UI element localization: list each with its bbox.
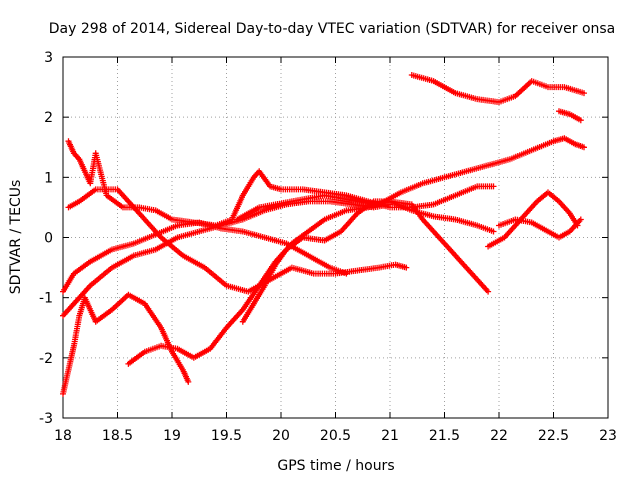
x-tick-label: 18 [54, 428, 72, 444]
series-arc-8 [60, 291, 192, 397]
x-tick-label: 21 [381, 428, 399, 444]
series-arc-5 [65, 186, 410, 295]
x-tick-label: 23 [599, 428, 617, 444]
series-marks [60, 198, 393, 319]
y-tick-label: 2 [44, 110, 53, 126]
series-arc-9 [125, 198, 492, 367]
ticks-layer: 18 18.5 19 19.5 20 20.5 21 21.5 22 22.5 23-3-2-101… [39, 50, 617, 444]
series-marks [65, 186, 410, 295]
series-arc-7 [60, 198, 393, 319]
series-arc-1 [408, 72, 587, 106]
series-arc-2 [556, 108, 584, 124]
series-marks [556, 108, 584, 124]
y-tick-label: -3 [39, 411, 53, 427]
series-marks [125, 198, 492, 367]
x-tick-label: 22.5 [538, 428, 569, 444]
plot-frame [62, 56, 609, 419]
series-arc-12 [496, 216, 584, 241]
x-tick-label: 20.5 [320, 428, 351, 444]
y-tick-label: 0 [44, 231, 53, 247]
x-tick-label: 19.5 [211, 428, 242, 444]
x-tick-label: 22 [490, 428, 508, 444]
x-tick-label: 21.5 [429, 428, 460, 444]
y-tick-label: -2 [39, 351, 53, 367]
series-arc-10 [239, 198, 497, 325]
x-axis-label: GPS time / hours [277, 458, 394, 474]
series-marks [485, 189, 581, 250]
x-tick-label: 20 [272, 428, 290, 444]
series-arc-11 [485, 189, 581, 250]
y-tick-label: -1 [39, 291, 53, 307]
x-tick-label: 18.5 [102, 428, 133, 444]
series-marks [408, 72, 587, 106]
series-marks [239, 198, 497, 325]
series-marks [496, 216, 584, 241]
chart-title: Day 298 of 2014, Sidereal Day-to-day VTE… [49, 21, 616, 37]
marks-layer [60, 72, 587, 397]
y-axis-label: SDTVAR / TECUs [8, 180, 24, 295]
x-tick-label: 19 [163, 428, 181, 444]
y-tick-label: 1 [44, 170, 53, 186]
y-tick-label: 3 [44, 50, 53, 66]
series-marks [60, 291, 192, 397]
